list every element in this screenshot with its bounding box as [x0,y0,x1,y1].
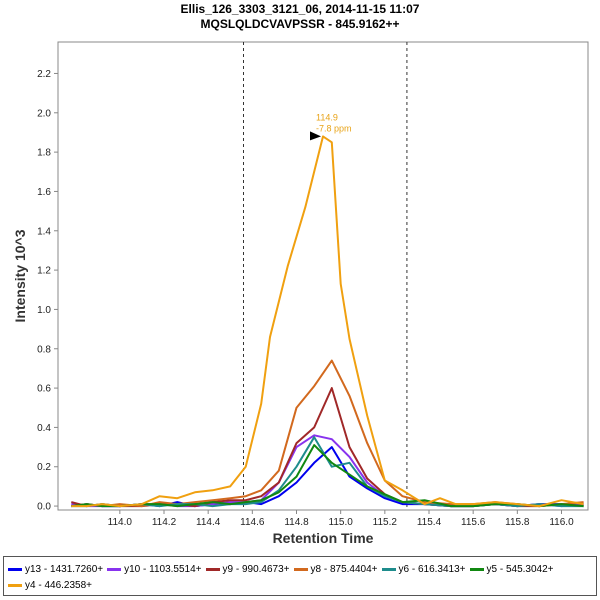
x-tick-label: 114.6 [240,517,265,528]
legend-item: y5 - 545.3042+ [469,561,554,577]
x-tick-label: 114.0 [108,517,133,528]
series-layer [71,135,584,508]
x-tick-label: 115.4 [417,517,442,528]
legend-label: y13 - 1431.7260+ [25,563,104,575]
axis-ticks: 114.0 114.2 114.4 114.6 114.8 115.0 115.2 115.4… [37,69,574,528]
y-tick-label: 1.0 [37,305,51,316]
x-tick-label: 115.8 [505,517,530,528]
series-line-y10 [71,434,584,508]
x-tick-label: 114.8 [284,517,309,528]
legend-item: y10 - 1103.5514+ [107,561,202,577]
x-tick-label: 115.6 [461,517,486,528]
series-line-y5 [71,444,584,508]
y-tick-label: 0.2 [37,462,51,473]
series-line-y4 [71,135,584,508]
integration-bounds [243,42,408,510]
peak-arrow-icon [310,131,321,141]
x-tick-label: 114.2 [152,517,177,528]
legend: y13 - 1431.7260+ y10 - 1103.5514+ y9 - 990… [3,556,597,596]
y-tick-label: 1.6 [37,187,51,198]
y-tick-label: 1.8 [37,148,51,159]
legend-swatch [8,583,22,587]
legend-label: y8 - 875.4404+ [310,563,378,575]
y-tick-label: 0.8 [37,344,51,355]
series-line-y8 [71,359,584,508]
series-line-y13 [71,446,584,508]
legend-item: y6 - 616.3413+ [381,561,466,577]
legend-item: y9 - 990.4673+ [205,561,290,577]
y-tick-label: 2.2 [37,69,51,80]
x-axis-label: Retention Time [273,530,374,546]
legend-swatch [381,567,396,571]
peak-rt-label: 114.9 [316,112,338,122]
legend-item: y4 - 446.2358+ [8,577,92,593]
legend-item: y8 - 875.4404+ [293,561,378,577]
legend-swatch [205,567,220,571]
y-axis-label: Intensity 10^3 [12,229,28,322]
chart-title: Ellis_126_3303_3121_06, 2014-11-15 11:07 [181,2,420,16]
legend-item: y13 - 1431.7260+ [8,561,103,577]
legend-label: y9 - 990.4673+ [222,563,290,575]
x-tick-label: 115.2 [373,517,398,528]
x-tick-label: 116.0 [549,517,574,528]
y-tick-label: 1.4 [37,226,51,237]
legend-swatch [8,567,22,571]
legend-label: y5 - 545.3042+ [486,563,554,575]
y-tick-label: 0.0 [37,502,51,513]
x-tick-label: 115.0 [329,517,354,528]
legend-swatch [107,567,122,571]
legend-label: y6 - 616.3413+ [398,563,466,575]
legend-label: y10 - 1103.5514+ [124,563,202,575]
x-tick-label: 114.4 [196,517,221,528]
y-tick-label: 2.0 [37,108,51,119]
y-tick-label: 1.2 [37,266,51,277]
series-line-y6 [71,436,584,508]
plot-area [57,41,589,511]
chart-subtitle: MQSLQLDCVAVPSSR - 845.9162++ [201,17,400,31]
peak-ppm-label: -7.8 ppm [316,123,352,133]
series-line-y9 [71,387,584,508]
y-tick-label: 0.6 [37,384,51,395]
y-tick-label: 0.4 [37,423,51,434]
legend-swatch [469,567,484,571]
legend-label: y4 - 446.2358+ [25,579,92,591]
chromatogram-chart: Ellis_126_3303_3121_06, 2014-11-15 11:07… [12,2,589,546]
legend-swatch [293,567,308,571]
peak-annotation: 114.9 -7.8 ppm [310,112,352,141]
